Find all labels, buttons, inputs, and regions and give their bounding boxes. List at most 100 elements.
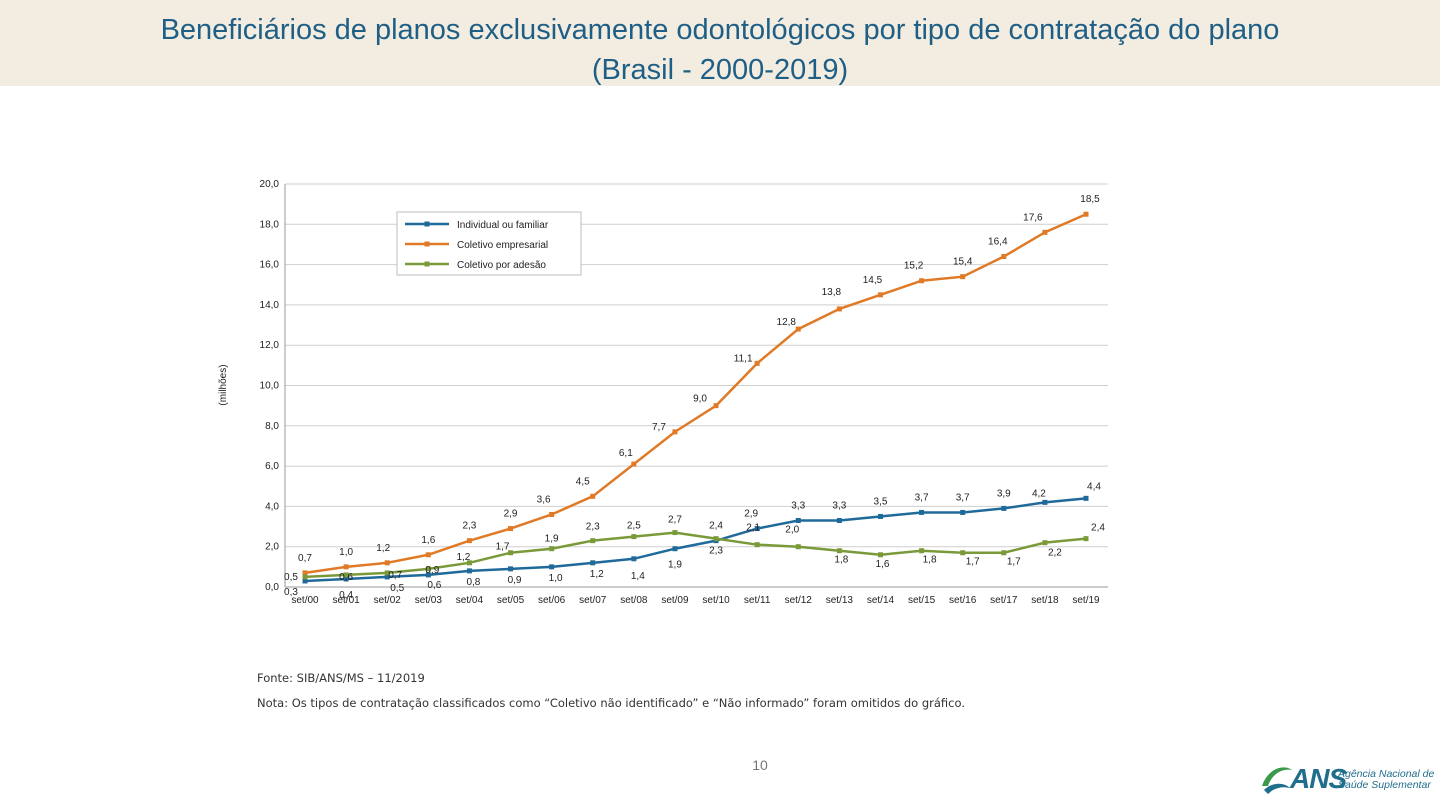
data-label: 11,1 xyxy=(734,353,753,364)
legend-marker xyxy=(424,241,430,247)
data-label: 4,2 xyxy=(1032,488,1046,499)
data-label: 2,7 xyxy=(668,515,682,526)
data-label: 2,3 xyxy=(709,546,723,557)
data-label: 18,5 xyxy=(1080,194,1100,205)
x-tick-label: set/00 xyxy=(291,595,319,606)
data-label: 1,2 xyxy=(590,569,604,580)
y-tick-label: 2,0 xyxy=(265,542,279,553)
data-point xyxy=(672,429,678,435)
data-label: 1,0 xyxy=(549,573,563,584)
data-label: 1,2 xyxy=(376,543,390,554)
title-band xyxy=(0,0,1440,86)
y-axis-label: (milhões) xyxy=(218,364,229,405)
data-label: 4,4 xyxy=(1087,481,1101,492)
data-label: 0,6 xyxy=(339,572,353,583)
data-label: 1,6 xyxy=(421,535,435,546)
data-point xyxy=(466,538,472,544)
data-label: 2,4 xyxy=(1091,523,1105,534)
x-tick-label: set/05 xyxy=(497,595,525,606)
data-label: 15,2 xyxy=(904,261,924,272)
data-label: 7,7 xyxy=(652,422,666,433)
data-point xyxy=(590,493,596,499)
data-label: 0,9 xyxy=(425,565,439,576)
data-point xyxy=(919,278,925,284)
data-label: 1,6 xyxy=(876,559,890,570)
data-label: 3,3 xyxy=(791,501,805,512)
data-label: 1,7 xyxy=(1007,557,1021,568)
data-label: 1,9 xyxy=(668,560,682,571)
x-tick-label: set/11 xyxy=(744,595,771,606)
data-point xyxy=(836,518,842,524)
series-line xyxy=(304,531,1087,579)
data-label: 1,0 xyxy=(339,547,353,558)
page-title-line1: Beneficiários de planos exclusivamente o… xyxy=(160,14,1280,46)
x-tick-label: set/19 xyxy=(1072,595,1100,606)
data-point xyxy=(795,326,801,332)
page-title: Beneficiários de planos exclusivamente o… xyxy=(0,10,1440,90)
data-label: 3,9 xyxy=(997,488,1011,499)
data-point xyxy=(1042,540,1048,546)
x-tick-label: set/07 xyxy=(579,595,607,606)
y-tick-label: 10,0 xyxy=(260,381,280,392)
legend-marker xyxy=(424,221,430,227)
x-tick-label: set/14 xyxy=(867,595,895,606)
data-label: 3,3 xyxy=(832,501,846,512)
x-tick-label: set/01 xyxy=(332,595,360,606)
data-point xyxy=(466,568,472,574)
data-point xyxy=(302,578,308,584)
data-point xyxy=(754,526,760,532)
data-label: 1,9 xyxy=(545,534,559,545)
data-point xyxy=(754,360,760,366)
data-point xyxy=(549,564,555,570)
data-label: 2,2 xyxy=(1048,548,1062,559)
data-point xyxy=(1042,499,1048,505)
data-point xyxy=(425,572,431,578)
x-tick-label: set/10 xyxy=(702,595,730,606)
data-label: 2,0 xyxy=(785,525,799,536)
y-tick-label: 12,0 xyxy=(260,340,280,351)
series-line xyxy=(304,213,1087,575)
data-label: 1,8 xyxy=(923,555,937,566)
data-point xyxy=(795,544,801,550)
data-label: 12,8 xyxy=(777,317,797,328)
data-label: 17,6 xyxy=(1023,212,1043,223)
data-point xyxy=(343,564,349,570)
data-point xyxy=(919,548,925,554)
data-label: 1,7 xyxy=(496,542,510,553)
data-point xyxy=(590,560,596,566)
y-tick-label: 8,0 xyxy=(265,421,279,432)
x-tick-label: set/18 xyxy=(1031,595,1059,606)
x-tick-label: set/08 xyxy=(620,595,648,606)
data-point xyxy=(384,560,390,566)
y-tick-label: 0,0 xyxy=(265,582,279,593)
data-label: 9,0 xyxy=(693,394,707,405)
data-point xyxy=(384,574,390,580)
x-tick-label: set/02 xyxy=(374,595,402,606)
data-label: 2,4 xyxy=(709,521,723,532)
data-label: 3,7 xyxy=(956,492,970,503)
source-note: Fonte: SIB/ANS/MS – 11/2019 xyxy=(257,671,425,685)
data-label: 3,7 xyxy=(915,492,929,503)
page-title-line2: (Brasil - 2000-2019) xyxy=(591,54,849,86)
data-point xyxy=(590,538,596,544)
data-label: 2,5 xyxy=(627,521,641,532)
data-point xyxy=(1083,211,1089,217)
data-point xyxy=(631,534,637,540)
logo-line2: Saúde Suplementar xyxy=(1338,779,1431,791)
data-point xyxy=(508,566,514,572)
data-label: 0,7 xyxy=(298,553,312,564)
logo-brand: ANS xyxy=(1290,763,1347,794)
legend-marker xyxy=(424,261,430,267)
data-point xyxy=(549,511,555,517)
data-point xyxy=(672,530,678,536)
data-label: 2,3 xyxy=(586,522,600,533)
data-label: 0,8 xyxy=(466,577,480,588)
legend-entry: Coletivo por adesão xyxy=(457,260,546,271)
data-point xyxy=(960,274,966,280)
ans-logo-icon xyxy=(1262,767,1292,794)
x-tick-label: set/16 xyxy=(949,595,977,606)
data-point xyxy=(425,566,431,572)
data-point xyxy=(877,513,883,519)
data-point xyxy=(960,550,966,556)
